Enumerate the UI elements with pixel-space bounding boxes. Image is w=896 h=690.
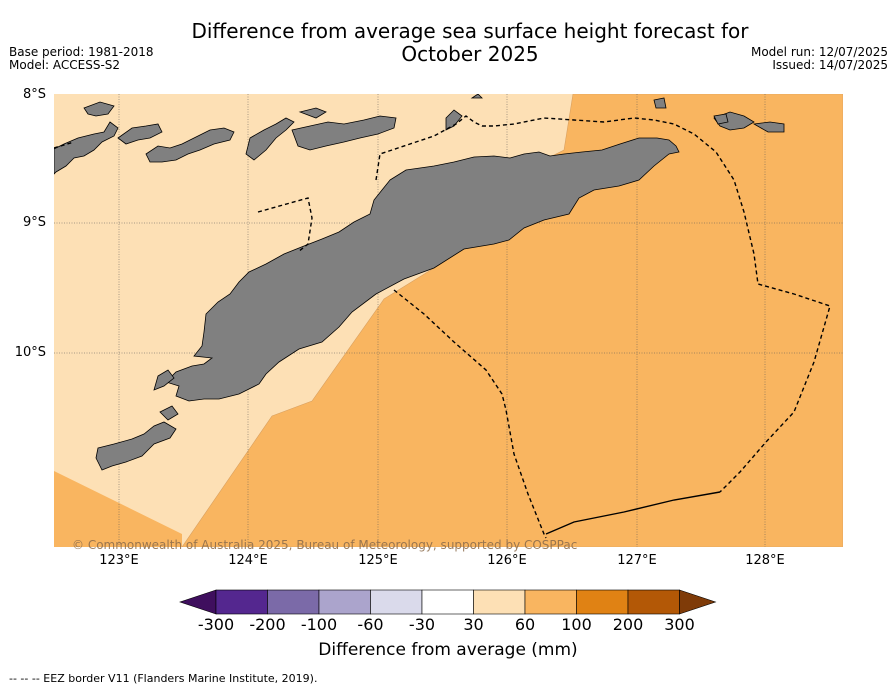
semau-island <box>153 369 175 391</box>
colorbar-tick-label: 60 <box>514 615 536 634</box>
colorbar-cell <box>627 589 680 615</box>
rote-island <box>95 421 177 471</box>
colorbar-tick-label: -300 <box>197 615 235 634</box>
model-name: Model: ACCESS-S2 <box>9 58 121 72</box>
colorbar-tick-label: 100 <box>561 615 592 634</box>
metadata-right: Model run: 12/07/2025 Issued: 14/07/2025 <box>751 46 888 72</box>
colorbar-tick-label: 30 <box>463 615 484 634</box>
colorbar-title: Difference from average (mm) <box>318 640 578 660</box>
leti-small-island <box>470 94 483 99</box>
moa-island <box>752 121 785 133</box>
colorbar-tick-label: 300 <box>664 615 695 634</box>
copyright-notice: © Commonwealth of Australia 2025, Bureau… <box>72 538 578 552</box>
metadata-left: Base period: 1981-2018 Model: ACCESS-S2 <box>9 46 154 72</box>
colorbar-cell <box>215 589 268 615</box>
lat-label-8s: 8°S <box>22 87 46 102</box>
base-period: Base period: 1981-2018 <box>9 45 154 59</box>
colorbar-cell <box>318 589 371 615</box>
lon-label-128e: 128°E <box>745 553 785 568</box>
lon-label-125e: 125°E <box>358 553 398 568</box>
colorbar-cell <box>576 589 629 615</box>
issued-date: Issued: 14/07/2025 <box>772 58 888 72</box>
eez-footnote: -- -- -- EEZ border V11 (Flanders Marine… <box>9 672 318 685</box>
lakor-island <box>713 113 729 125</box>
lat-label-9s: 9°S <box>22 215 46 230</box>
wetar-island <box>298 107 327 119</box>
eez-border-dashed <box>54 115 831 539</box>
colorbar-extend-low <box>179 589 217 615</box>
alor-island <box>245 117 295 161</box>
colorbar <box>179 589 717 615</box>
lat-label-10s: 10°S <box>14 345 46 360</box>
ocean-band-60-100 <box>181 94 843 547</box>
colorbar-cell <box>524 589 577 615</box>
lon-label-127e: 127°E <box>617 553 657 568</box>
ndao-island <box>159 405 179 421</box>
colorbar-tick-label: -200 <box>249 615 286 634</box>
colorbar-tick-label: -60 <box>357 615 384 634</box>
kisar-island <box>653 97 667 109</box>
colorbar-tick-label: -100 <box>300 615 338 634</box>
model-run: Model run: 12/07/2025 <box>750 45 888 59</box>
land <box>54 94 785 471</box>
colorbar-cell <box>421 589 474 615</box>
colorbar-cell <box>473 589 526 615</box>
map-panel <box>54 94 843 547</box>
title-line-1: Difference from average sea surface heig… <box>191 19 749 43</box>
colorbar-tick-label: 200 <box>612 615 644 634</box>
lembata-island <box>117 123 163 145</box>
colorbar-tick-label: -30 <box>408 615 436 634</box>
title-line-2: October 2025 <box>401 42 539 66</box>
lon-label-123e: 123°E <box>99 553 139 568</box>
lon-label-126e: 126°E <box>487 553 527 568</box>
colorbar-extend-high <box>679 589 717 615</box>
colorbar-cell <box>267 589 320 615</box>
eez-border-solid <box>545 491 721 535</box>
flores-island <box>54 121 119 175</box>
ocean-band-60-100-sw <box>54 471 182 547</box>
colorbar-cell <box>370 589 423 615</box>
timor-island <box>165 137 680 402</box>
chart-title: Difference from average sea surface heig… <box>150 20 790 66</box>
alor-east-island <box>291 115 397 151</box>
adonara-island <box>83 101 115 117</box>
pantar-island <box>145 127 235 163</box>
atauro-island <box>445 109 463 131</box>
lon-label-124e: 124°E <box>228 553 268 568</box>
